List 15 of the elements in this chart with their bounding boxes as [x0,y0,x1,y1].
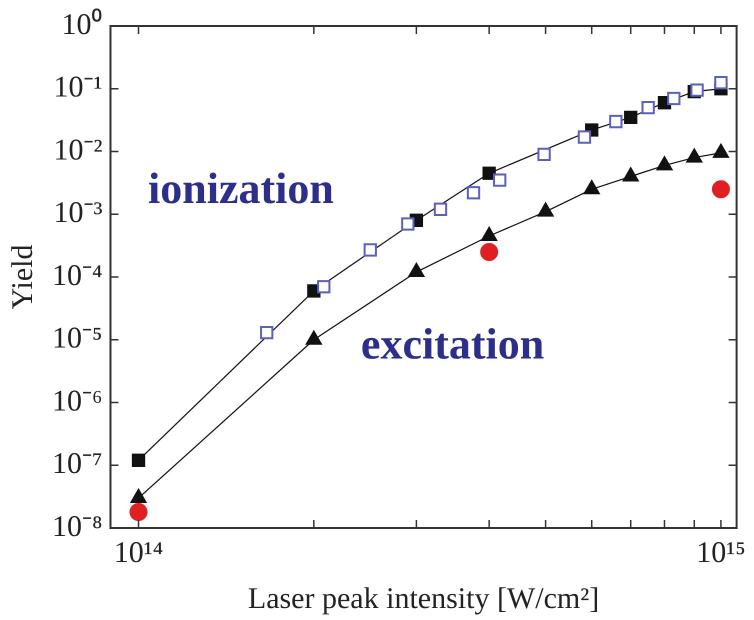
y-tick-label: 10⁻⁴ [52,258,102,292]
y-tick-label: 10⁻³ [53,196,102,230]
y-tick-label: 10⁻⁸ [52,510,102,543]
annotation: ionization [148,164,334,214]
y-tick-label: 10⁻² [53,133,102,166]
y-tick-label: 10⁰ [61,8,102,41]
annotation: excitation [360,320,544,369]
x-tick-label: 10¹⁴ [114,536,164,569]
x-axis-title: Laser peak intensity [W/cm²] [248,582,600,615]
y-tick-label: 10⁻⁷ [52,447,102,480]
y-tick-label: 10⁻⁶ [52,384,102,418]
y-axis-title: Yield [6,244,39,310]
y-tick-label: 10⁻¹ [53,70,102,104]
x-tick-label: 10¹⁵ [696,536,746,569]
y-tick-label: 10⁻⁵ [52,322,102,355]
